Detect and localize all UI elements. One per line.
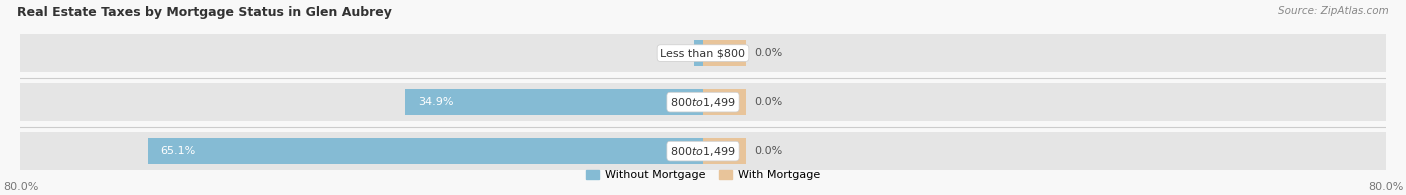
Bar	[148, 138, 703, 164]
Text: 0.0%: 0.0%	[754, 146, 783, 156]
Bar	[703, 89, 745, 115]
Bar	[695, 40, 703, 66]
Text: 0.0%: 0.0%	[658, 48, 686, 58]
Bar	[703, 138, 745, 164]
Bar	[405, 89, 703, 115]
Text: 65.1%: 65.1%	[160, 146, 195, 156]
Bar	[21, 132, 1385, 170]
Legend: Without Mortgage, With Mortgage: Without Mortgage, With Mortgage	[582, 165, 824, 185]
Text: Real Estate Taxes by Mortgage Status in Glen Aubrey: Real Estate Taxes by Mortgage Status in …	[17, 6, 392, 19]
Text: 0.0%: 0.0%	[754, 97, 783, 107]
Text: 34.9%: 34.9%	[418, 97, 454, 107]
Text: $800 to $1,499: $800 to $1,499	[671, 96, 735, 109]
Text: $800 to $1,499: $800 to $1,499	[671, 145, 735, 158]
Bar	[703, 40, 745, 66]
Text: Source: ZipAtlas.com: Source: ZipAtlas.com	[1278, 6, 1389, 16]
Text: 0.0%: 0.0%	[754, 48, 783, 58]
Bar	[21, 34, 1385, 72]
Text: Less than $800: Less than $800	[661, 48, 745, 58]
Bar	[21, 83, 1385, 121]
